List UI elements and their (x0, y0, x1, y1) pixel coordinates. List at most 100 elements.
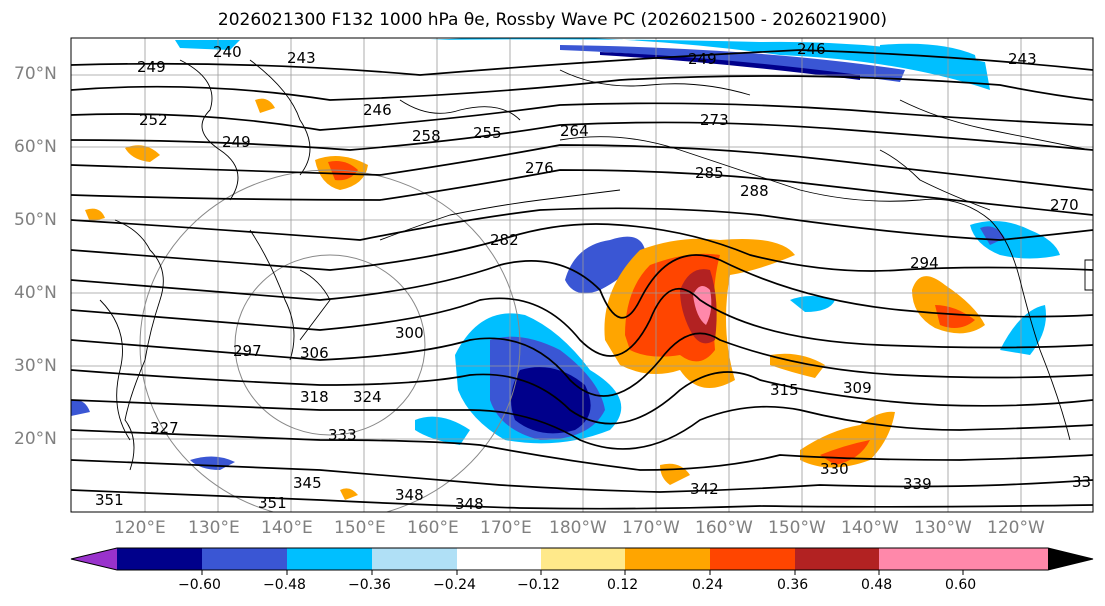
contour-label: 273 (700, 111, 729, 129)
colorbar-segment (963, 548, 1048, 570)
colorbar-segment (710, 548, 795, 570)
colorbar-extend-high (1048, 548, 1093, 570)
colorbar-tick-label: −0.48 (263, 577, 306, 593)
contour-label: 339 (903, 475, 932, 493)
contour-label: 246 (797, 40, 826, 58)
contour-label: 240 (213, 43, 242, 61)
lon-label: 180°W (549, 518, 607, 538)
lon-label: 140°W (841, 518, 899, 538)
lon-label: 170°E (480, 518, 532, 538)
cold-blob-170w (565, 236, 645, 294)
contour-label: 252 (139, 111, 168, 129)
warm-anomaly-130w-core (935, 305, 975, 329)
contour-label: 255 (473, 124, 502, 142)
colorbar-segment (795, 548, 879, 570)
colorbar-tick-marks (201, 570, 964, 575)
lon-label: 170°W (622, 518, 680, 538)
lon-label: 120°E (114, 518, 166, 538)
contour-label: 327 (150, 419, 179, 437)
contour-label: 258 (412, 127, 441, 145)
lat-label: 50°N (14, 210, 57, 230)
cold-patch-nw (175, 40, 240, 50)
contour-label: 246 (363, 101, 392, 119)
map-frame (70, 37, 1094, 513)
colorbar-tick-label: −0.60 (178, 577, 221, 593)
contour-label: 309 (843, 379, 872, 397)
colorbar-tick-label: 0.12 (607, 577, 639, 593)
lat-label: 30°N (14, 356, 57, 376)
lon-label: 160°W (695, 518, 753, 538)
lon-label: 150°E (334, 518, 386, 538)
contour-label: 249 (137, 58, 166, 76)
contour-label: 333 (328, 426, 357, 444)
positive-cold-band (430, 38, 990, 90)
contour-label: 345 (293, 474, 322, 492)
colorbar-segment (625, 548, 710, 570)
lon-label: 130°E (188, 518, 240, 538)
colorbar-segment (202, 548, 287, 570)
theta-e-contours (71, 49, 1093, 510)
contour-label: 249 (222, 133, 251, 151)
colorbar-tick-label: −0.12 (517, 577, 560, 593)
lat-label: 60°N (14, 137, 57, 157)
contour-label: 270 (1050, 196, 1079, 214)
colorbar-tick-label: 0.48 (861, 577, 893, 593)
colorbar-segment (541, 548, 625, 570)
contour-label: 348 (395, 486, 424, 504)
cold-patch-tongue (415, 416, 470, 445)
warm-anomaly-160w-peak (693, 286, 712, 325)
contour-label: 33 (1072, 473, 1091, 491)
lat-label: 40°N (14, 283, 57, 303)
contour-label: 243 (287, 49, 316, 67)
contour-label: 249 (688, 50, 717, 68)
colorbar-tick-label: 0.24 (692, 577, 724, 593)
contour-label: 264 (560, 122, 589, 140)
contour-label: 351 (258, 494, 287, 512)
cold-patch-central (790, 296, 835, 312)
cold-core-north (560, 45, 905, 82)
map-panel: 249 240 243 246 246 249 243 252 249 258 … (70, 37, 1094, 513)
colorbar-segment (879, 548, 963, 570)
contour-label: 342 (690, 480, 719, 498)
colorbar-extend-low (71, 548, 117, 570)
colorbar-tick-label: 0.36 (777, 577, 809, 593)
contour-label: 306 (300, 344, 329, 362)
lon-label: 120°W (987, 518, 1045, 538)
contour-label: 330 (820, 460, 849, 478)
cold-patch-ne (880, 43, 980, 80)
lat-label: 20°N (14, 429, 57, 449)
colorbar-segment (117, 548, 202, 570)
contour-label: 288 (740, 182, 769, 200)
lon-label: 140°E (261, 518, 313, 538)
warm-patch-west (125, 145, 160, 162)
lon-label: 150°W (768, 518, 826, 538)
warm-patch-far-west (85, 208, 105, 222)
contour-label: 315 (770, 381, 799, 399)
contour-label-group: 249 240 243 246 246 249 243 252 249 258 … (95, 40, 1091, 513)
contour-label: 348 (455, 495, 484, 513)
contour-label: 243 (1008, 50, 1037, 68)
colorbar-tick-label: 0.60 (945, 577, 977, 593)
colorbar-outline (70, 547, 1094, 571)
contour-label: 285 (695, 164, 724, 182)
lon-label: 130°W (914, 518, 972, 538)
lat-label: 70°N (14, 64, 57, 84)
colorbar-segment (457, 548, 541, 570)
colorbar-tick-label: −0.36 (348, 577, 391, 593)
contour-label: 318 (300, 388, 329, 406)
contour-label: 282 (490, 231, 519, 249)
cold-patch-edge (71, 399, 90, 416)
figure-title: 2026021300 F132 1000 hPa θe, Rossby Wave… (217, 10, 888, 30)
warm-patch-siberia (255, 98, 275, 113)
contour-label: 276 (525, 159, 554, 177)
contour-label: 300 (395, 324, 424, 342)
secondary-contours (99, 59, 1091, 441)
lon-label: 160°E (407, 518, 459, 538)
warm-patch-sw (340, 488, 358, 500)
colorbar-tick-label: −0.24 (433, 577, 476, 593)
contour-label: 324 (353, 388, 382, 406)
contour-label: 297 (233, 342, 262, 360)
warm-anomaly-south-core (820, 440, 870, 465)
coastlines (114, 136, 1093, 471)
colorbar-segments (71, 548, 1093, 570)
